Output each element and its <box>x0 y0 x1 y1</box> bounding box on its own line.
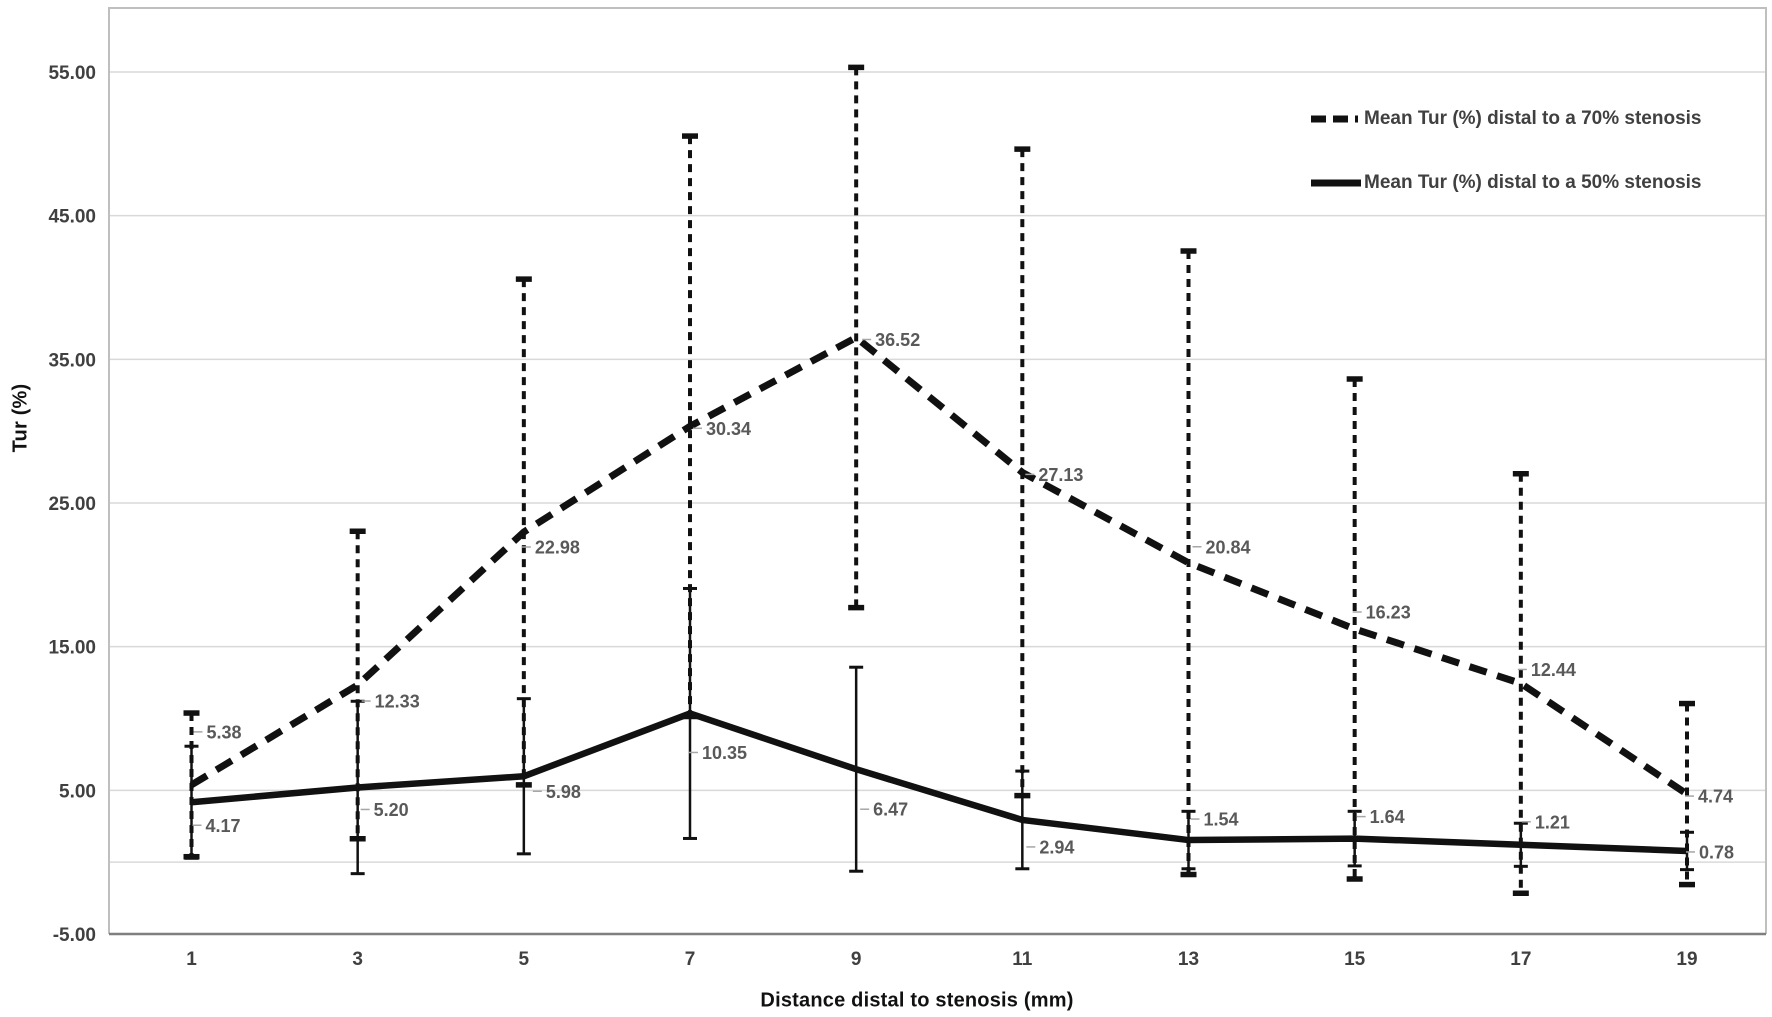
data-label: 12.33 <box>375 692 420 712</box>
x-tick-label: 13 <box>1178 949 1199 970</box>
series-line-70pct <box>189 333 1689 797</box>
x-tick-label: 3 <box>352 949 363 970</box>
x-tick-label: 19 <box>1676 949 1697 970</box>
x-tick-label: 15 <box>1344 949 1366 970</box>
x-tick-label: 9 <box>851 949 862 970</box>
y-tick-label: 35.00 <box>48 350 96 371</box>
y-axis-title: Tur (%) <box>9 383 32 453</box>
data-label: 16.23 <box>1366 602 1411 622</box>
data-label: 36.52 <box>875 330 920 350</box>
data-label: 1.54 <box>1204 810 1239 830</box>
data-label: 27.13 <box>1038 465 1083 485</box>
series-line-50pct <box>191 710 1688 855</box>
legend-item-70pct: Mean Tur (%) distal to a 70% stenosis <box>1311 105 1702 133</box>
data-label: 4.74 <box>1698 787 1733 807</box>
data-label: 0.78 <box>1699 842 1734 862</box>
x-tick-label: 5 <box>519 949 530 970</box>
x-tick-label: 17 <box>1510 949 1531 970</box>
data-label: 6.47 <box>873 800 908 820</box>
dashed-line-swatch-icon <box>1311 115 1361 123</box>
data-label: 10.35 <box>702 743 747 763</box>
data-label: 1.64 <box>1370 807 1405 827</box>
data-label: 20.84 <box>1206 537 1251 557</box>
data-label: 5.98 <box>546 782 581 802</box>
data-label: 2.94 <box>1039 837 1074 857</box>
data-label: 30.34 <box>706 419 751 439</box>
x-tick-label: 1 <box>186 949 197 970</box>
y-tick-label: 25.00 <box>48 494 96 515</box>
x-tick-label: 7 <box>685 949 696 970</box>
legend-label-50pct: Mean Tur (%) distal to a 50% stenosis <box>1364 172 1702 193</box>
plot-border <box>108 7 1767 934</box>
y-tick-label: 55.00 <box>48 63 96 84</box>
y-tick-label: 15.00 <box>48 638 96 659</box>
x-axis-title: Distance distal to stenosis (mm) <box>760 989 1074 1012</box>
legend-item-50pct: Mean Tur (%) distal to a 50% stenosis <box>1311 169 1702 197</box>
data-label: 5.20 <box>374 800 409 820</box>
y-tick-label: -5.00 <box>53 925 96 946</box>
data-label: 22.98 <box>535 538 580 558</box>
data-label: 12.44 <box>1531 660 1576 680</box>
legend-label-70pct: Mean Tur (%) distal to a 70% stenosis <box>1364 108 1702 129</box>
legend: Mean Tur (%) distal to a 70% stenosis Me… <box>1311 105 1702 197</box>
data-label: 1.21 <box>1535 812 1570 832</box>
data-label: 5.38 <box>207 722 242 742</box>
y-tick-label: 5.00 <box>59 781 96 802</box>
solid-line-swatch-icon <box>1311 179 1361 187</box>
y-tick-label: 45.00 <box>48 207 96 228</box>
data-label: 4.17 <box>206 816 241 836</box>
x-tick-label: 11 <box>1012 949 1033 970</box>
